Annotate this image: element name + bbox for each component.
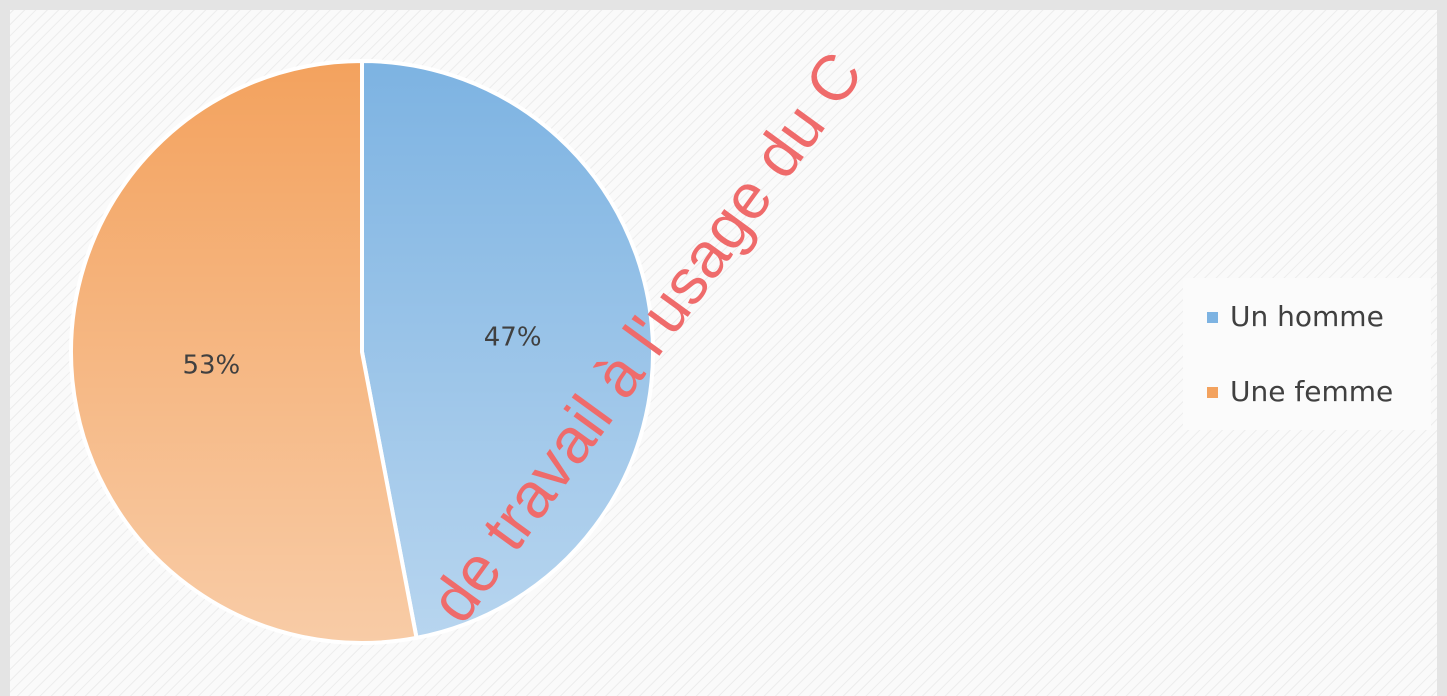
- legend-swatch: [1207, 312, 1218, 323]
- data-label: 47%: [484, 322, 542, 352]
- pie: 47% 53%: [69, 58, 655, 645]
- legend-box: [1183, 278, 1431, 430]
- slice-shade: [71, 60, 417, 643]
- legend-label: Une femme: [1230, 375, 1393, 408]
- data-label: 53%: [182, 351, 240, 381]
- legend: Un homme Une femme: [1207, 300, 1393, 408]
- legend-swatch: [1207, 387, 1218, 398]
- slice-shade: [362, 61, 654, 638]
- legend-label: Un homme: [1230, 300, 1384, 333]
